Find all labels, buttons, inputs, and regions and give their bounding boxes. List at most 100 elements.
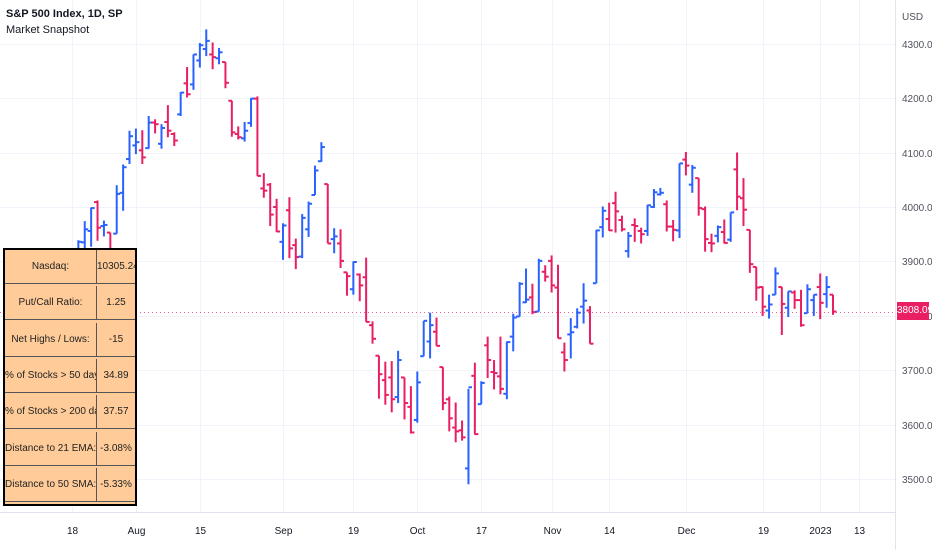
y-tick-label: 3500.00 xyxy=(902,475,932,486)
table-value: -15 xyxy=(97,323,135,357)
ohlc-bar xyxy=(132,128,140,155)
x-tick-label: 15 xyxy=(195,526,207,537)
x-tick-label: 17 xyxy=(476,526,488,537)
x-tick-label: Dec xyxy=(678,526,696,537)
table-value: -3.08% xyxy=(97,432,135,466)
ohlc-bar xyxy=(496,336,504,395)
ohlc-bar xyxy=(771,267,779,296)
ohlc-bar xyxy=(369,321,377,344)
table-value: 10305.24 xyxy=(97,250,135,284)
ohlc-bar xyxy=(644,204,652,236)
x-tick-label: 18 xyxy=(67,526,79,537)
table-label: Distance to 21 EMA: xyxy=(5,431,97,466)
table-label: % of Stocks > 200 day: xyxy=(5,395,97,430)
ohlc-bar xyxy=(407,386,415,434)
ohlc-bar xyxy=(401,376,409,420)
last-price-tag: 3808.09 xyxy=(897,302,932,320)
ohlc-bar xyxy=(599,206,607,238)
ohlc-bar xyxy=(656,187,664,196)
y-tick-label: 3600.00 xyxy=(902,421,932,432)
x-tick-label: Nov xyxy=(544,526,562,537)
table-row: Nasdaq: 10305.24 xyxy=(5,250,135,286)
indicator-name[interactable]: Market Snapshot xyxy=(6,24,90,36)
ohlc-bar xyxy=(266,183,274,227)
currency-label: USD xyxy=(902,12,924,23)
ohlc-bar xyxy=(241,122,249,142)
ohlc-bar xyxy=(573,308,581,329)
ohlc-bar xyxy=(445,396,453,432)
table-row: Put/Call Ratio: 1.25 xyxy=(5,286,135,322)
ohlc-bar xyxy=(285,197,293,259)
ohlc-bar xyxy=(720,219,728,244)
ohlc-bar xyxy=(305,201,313,237)
ohlc-bar xyxy=(432,317,440,347)
ohlc-bar xyxy=(464,386,472,485)
ohlc-bar xyxy=(484,336,492,379)
ohlc-bar xyxy=(189,53,197,90)
table-value: 34.89 xyxy=(97,359,135,393)
ohlc-bar xyxy=(343,271,351,296)
x-tick-label: 19 xyxy=(348,526,360,537)
ohlc-bar xyxy=(605,202,613,232)
ohlc-bar xyxy=(803,284,811,315)
y-tick-label: 4000.00 xyxy=(902,203,932,214)
ohlc-bar xyxy=(592,229,600,285)
table-row: % of Stocks > 50 day: 34.89 xyxy=(5,358,135,395)
ohlc-bar xyxy=(381,361,389,405)
ohlc-bar xyxy=(94,200,102,241)
x-tick-label: Aug xyxy=(128,526,146,537)
table-value: 1.25 xyxy=(97,286,135,321)
table-label: % of Stocks > 50 day: xyxy=(5,358,97,393)
ohlc-bar xyxy=(746,228,754,273)
ohlc-bar xyxy=(695,177,703,216)
ohlc-bar xyxy=(612,191,620,233)
ohlc-bar xyxy=(618,215,626,232)
ohlc-bar xyxy=(337,229,345,268)
y-tick-label: 3900.00 xyxy=(902,257,932,268)
ohlc-bar xyxy=(714,225,722,243)
ohlc-bar xyxy=(509,313,517,352)
ohlc-bar xyxy=(209,42,217,70)
ohlc-bar xyxy=(394,350,402,404)
ohlc-bar xyxy=(707,233,715,253)
x-tick-label: Sep xyxy=(275,526,293,537)
ohlc-bar xyxy=(260,173,268,198)
ohlc-bar xyxy=(145,116,153,150)
ohlc-bar xyxy=(183,66,191,98)
ohlc-bar xyxy=(324,183,332,245)
ohlc-bar xyxy=(413,371,421,423)
ohlc-bar xyxy=(471,362,479,436)
ohlc-bar xyxy=(554,264,562,340)
ohlc-bar xyxy=(388,361,396,413)
market-snapshot-table: Nasdaq: 10305.24 Put/Call Ratio: 1.25 Net Hi… xyxy=(3,248,137,506)
chart-title: S&P 500 Index, 1D, SP xyxy=(6,8,123,20)
ohlc-bar xyxy=(426,312,434,359)
x-tick-label: 14 xyxy=(604,526,616,537)
ohlc-bar xyxy=(157,124,165,149)
ohlc-bar xyxy=(317,142,325,163)
ohlc-bar xyxy=(81,221,89,250)
ohlc-bar xyxy=(452,402,460,443)
y-tick-label: 4300.00 xyxy=(902,40,932,51)
ohlc-bar xyxy=(682,151,690,176)
ohlc-bar xyxy=(490,360,498,390)
table-value: -5.33% xyxy=(97,468,135,502)
ohlc-bar xyxy=(535,258,543,313)
ohlc-bar xyxy=(228,99,236,137)
ohlc-bar xyxy=(759,286,767,316)
x-tick-label: Oct xyxy=(410,526,426,537)
ohlc-bar xyxy=(810,293,818,316)
ohlc-bar xyxy=(541,265,549,282)
ohlc-bar xyxy=(311,165,319,196)
ohlc-bar xyxy=(420,319,428,358)
ohlc-bar xyxy=(727,211,735,242)
y-tick-label: 4200.00 xyxy=(902,94,932,105)
ohlc-bar xyxy=(151,119,159,134)
table-row: Distance to 50 SMA: -5.33% xyxy=(5,467,135,504)
table-row: Distance to 21 EMA: -3.08% xyxy=(5,431,135,468)
ohlc-bar xyxy=(624,232,632,258)
ohlc-bar xyxy=(797,289,805,327)
y-tick-label: 4100.00 xyxy=(902,149,932,160)
ohlc-bar xyxy=(503,341,511,400)
